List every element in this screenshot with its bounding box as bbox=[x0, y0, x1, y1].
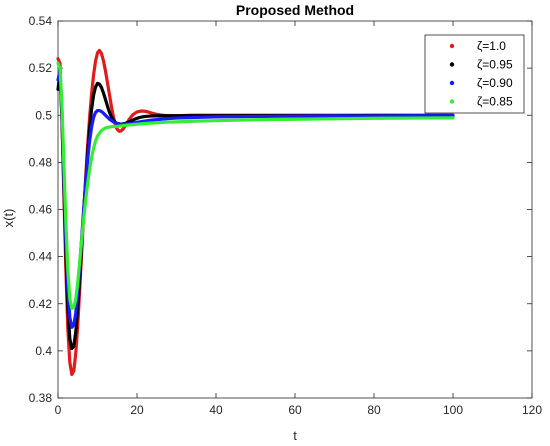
legend-label: ζ=0.90 bbox=[477, 76, 513, 90]
y-tick-label: 0.42 bbox=[29, 297, 53, 311]
y-tick-label: 0.48 bbox=[29, 155, 53, 169]
y-tick-label: 0.46 bbox=[29, 203, 53, 217]
x-tick-label: 120 bbox=[522, 403, 542, 417]
y-tick-label: 0.5 bbox=[35, 108, 52, 122]
legend-marker bbox=[449, 62, 455, 67]
series-line-1 bbox=[56, 71, 455, 351]
x-tick-label: 80 bbox=[367, 403, 381, 417]
y-tick-label: 0.44 bbox=[29, 250, 53, 264]
plot-area: 0 20 40 60 80 100 120 0.38 0.4 0.42 0.44 0.46 0.48 0.… bbox=[29, 14, 543, 417]
x-tick-label: 40 bbox=[209, 403, 223, 417]
x-axis-label: t bbox=[293, 428, 297, 443]
y-tick-label: 0.54 bbox=[29, 14, 53, 28]
x-tick-label: 20 bbox=[130, 403, 144, 417]
legend-box bbox=[424, 34, 525, 114]
legend-marker bbox=[449, 43, 455, 49]
chart-title: Proposed Method bbox=[236, 2, 354, 18]
x-tick-label: 100 bbox=[443, 403, 463, 417]
legend-marker bbox=[449, 80, 455, 86]
y-tick-label: 0.4 bbox=[35, 344, 52, 358]
series-line-3 bbox=[56, 61, 455, 311]
legend-marker bbox=[449, 99, 455, 104]
x-tick-label: 0 bbox=[55, 403, 62, 417]
legend-label: ζ=0.85 bbox=[477, 95, 513, 109]
y-axis-label: x(t) bbox=[1, 209, 16, 228]
y-tick-label: 0.38 bbox=[29, 391, 53, 405]
legend-label: ζ=1.0 bbox=[477, 39, 506, 53]
series-line-2 bbox=[56, 68, 455, 329]
legend-label: ζ=0.95 bbox=[477, 58, 513, 72]
y-tick-label: 0.52 bbox=[29, 61, 53, 75]
x-tick-label: 60 bbox=[288, 403, 302, 417]
